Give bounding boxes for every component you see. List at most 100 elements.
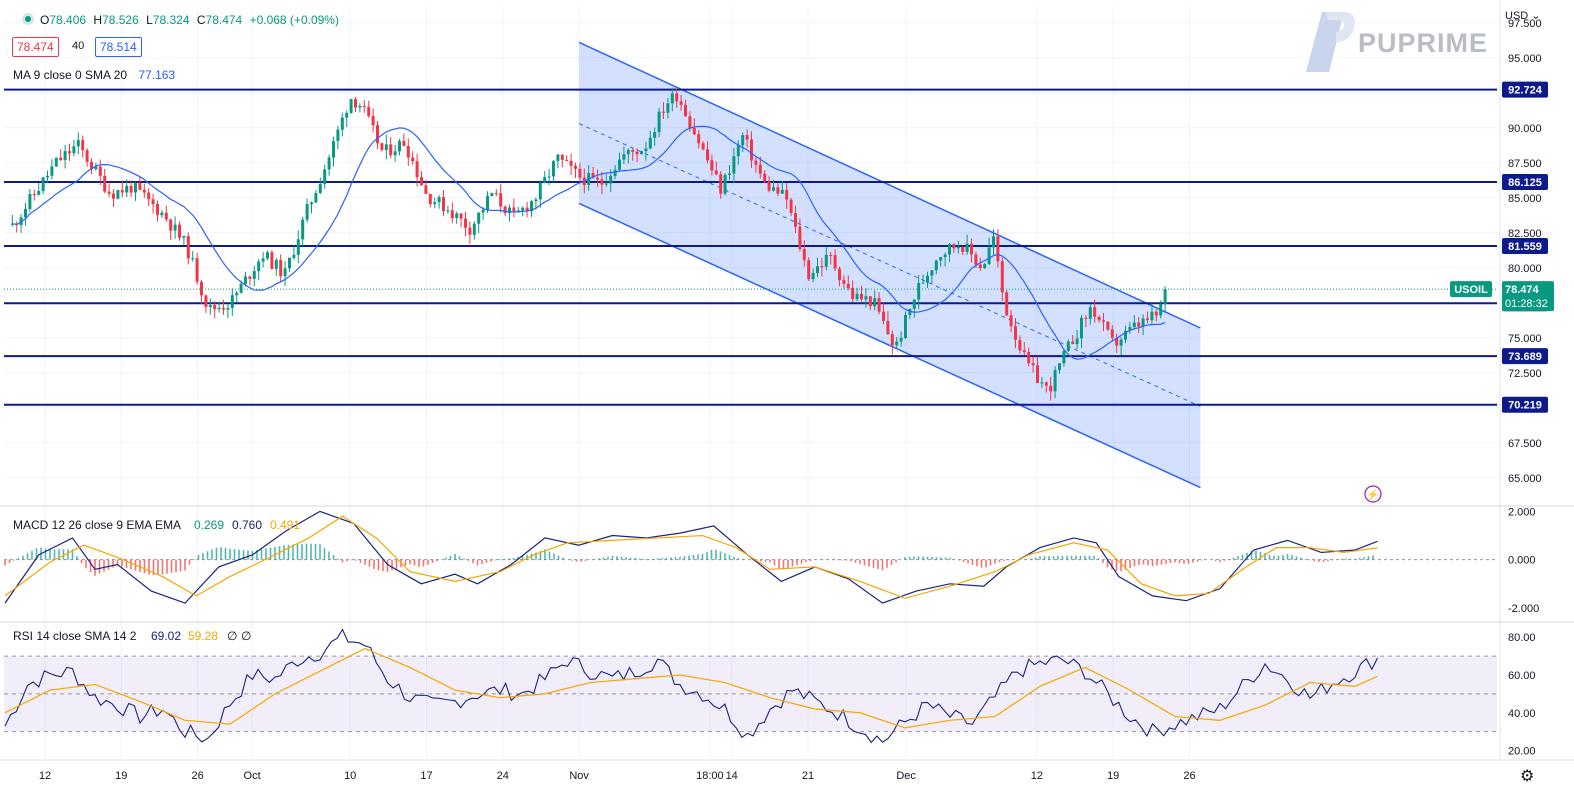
level-price-label: 92.724 <box>1508 85 1543 97</box>
candle-down <box>204 295 208 307</box>
candle-down <box>970 243 973 255</box>
candle-up <box>943 254 947 258</box>
candle-down <box>591 172 595 178</box>
candle-down <box>103 175 107 192</box>
candle-down <box>402 140 406 147</box>
candle-up <box>1124 330 1127 340</box>
candle-up <box>552 161 555 177</box>
candle-up <box>965 243 969 252</box>
candle-down <box>32 194 36 196</box>
candle-up <box>288 257 291 269</box>
candle-down <box>1000 261 1004 293</box>
x-tick-label: 21 <box>802 770 814 782</box>
candle-up <box>41 177 45 192</box>
candle-up <box>54 157 58 167</box>
candle-down <box>1027 352 1031 364</box>
candle-down <box>820 266 824 268</box>
candle-down <box>59 157 63 161</box>
candle-up <box>904 315 907 338</box>
candle-up <box>648 137 652 149</box>
open-value: 78.406 <box>49 13 87 27</box>
candle-up <box>1053 370 1057 392</box>
candle-down <box>846 283 850 289</box>
rsi-axis-label: 80.00 <box>1508 632 1536 644</box>
candle-up <box>257 261 261 272</box>
candle-up <box>983 264 987 269</box>
candle-up <box>657 111 661 133</box>
candle-down <box>248 276 252 279</box>
candle-down <box>112 193 115 199</box>
candle-up <box>538 182 542 200</box>
moving-average-line <box>12 125 1166 360</box>
sell-price-button[interactable]: 78.474 <box>12 37 59 57</box>
candle-down <box>464 218 467 228</box>
candle-down <box>692 127 696 135</box>
macd-value: 0.760 <box>232 518 262 532</box>
x-tick-label: 12 <box>1031 770 1043 782</box>
candle-down <box>697 134 701 144</box>
level-price-label: 70.219 <box>1508 400 1542 412</box>
candle-up <box>926 275 929 283</box>
candle-down <box>428 193 432 205</box>
current-price-tag <box>1502 281 1554 312</box>
candle-down <box>574 165 577 169</box>
candle-down <box>978 264 982 269</box>
macd-axis-label: 0.000 <box>1508 555 1536 567</box>
low-value: 78.324 <box>152 13 190 27</box>
candle-down <box>1036 365 1039 383</box>
candle-down <box>684 104 687 117</box>
ma-label: MA 9 close 0 SMA 20 <box>13 68 128 82</box>
candle-up <box>1141 318 1145 327</box>
candle-down <box>98 166 102 176</box>
macd-axis-label: -2.000 <box>1508 603 1539 615</box>
candle-up <box>1119 339 1123 346</box>
candle-up <box>670 93 674 104</box>
candle-down <box>389 144 393 156</box>
candle-up <box>653 132 657 138</box>
candle-up <box>644 148 648 152</box>
candle-down <box>415 161 419 178</box>
candle-up <box>618 159 621 170</box>
candle-up <box>230 295 234 309</box>
settings-gear-icon[interactable]: ⚙ <box>1520 768 1535 785</box>
candle-down <box>882 311 885 321</box>
candle-up <box>741 135 745 146</box>
candle-down <box>371 115 375 126</box>
candle-up <box>490 193 494 197</box>
candle-down <box>767 181 771 191</box>
rsi-line <box>4 628 1378 744</box>
level-price-tag <box>1502 174 1548 191</box>
candle-down <box>1110 329 1114 338</box>
candle-down <box>468 227 472 235</box>
candle-down <box>424 185 428 194</box>
candle-up <box>332 141 335 158</box>
candle-down <box>512 207 516 212</box>
high-value: 78.526 <box>102 13 139 27</box>
macd-axis-label: 2.000 <box>1508 506 1536 518</box>
macd-hist-value: 0.269 <box>194 518 224 532</box>
market-status-icon <box>22 13 34 25</box>
channel-lower-line <box>578 202 1201 489</box>
candle-up <box>477 212 481 224</box>
candle-up <box>28 194 32 209</box>
buy-price-button[interactable]: 78.514 <box>95 37 142 57</box>
x-tick-label: 19 <box>115 770 127 782</box>
candle-down <box>68 151 71 154</box>
candle-up <box>1150 311 1154 321</box>
spread-value: 40 <box>72 40 85 52</box>
candle-down <box>1031 363 1035 366</box>
rsi-axis-label: 40.00 <box>1508 708 1536 720</box>
rsi-value: 69.02 <box>151 629 181 643</box>
candle-up <box>455 213 459 219</box>
candle-up <box>266 252 269 259</box>
candle-up <box>349 99 353 113</box>
candle-down <box>1146 318 1149 321</box>
ohlc-legend: O78.406 H78.526 L78.324 C78.474 +0.068 (… <box>40 13 339 27</box>
candle-down <box>1106 321 1110 330</box>
candle-down <box>186 236 190 259</box>
currency-selector[interactable]: USD ⌄ <box>1505 10 1541 22</box>
candle-down <box>129 185 133 193</box>
candle-down <box>450 210 454 219</box>
candle-up <box>728 173 731 175</box>
